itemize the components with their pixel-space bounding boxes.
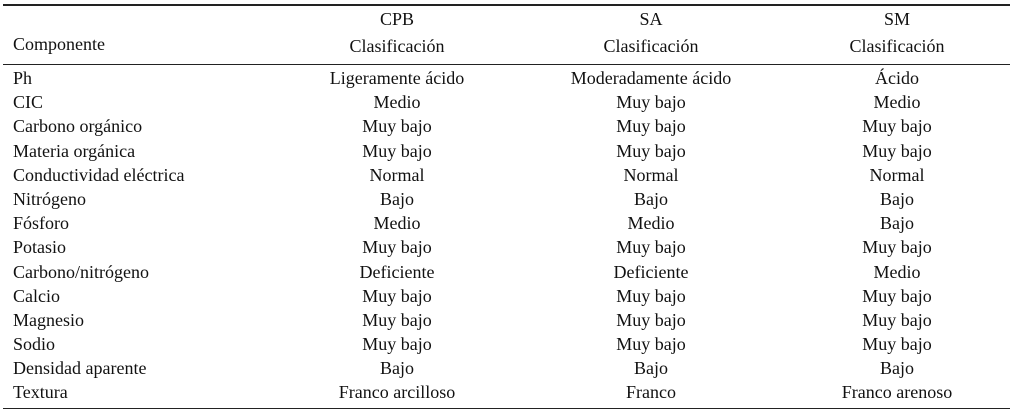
cell-cpb: Muy bajo	[362, 309, 432, 330]
cell-component: Potasio	[13, 237, 67, 258]
cell-cpb: Normal	[369, 164, 425, 185]
cell-sm: Muy bajo	[862, 309, 932, 330]
cell-cpb: Muy bajo	[362, 140, 432, 161]
cell-sm: Medio	[873, 92, 921, 113]
table-row: Calcio Muy bajo Muy bajo Muy bajo	[3, 284, 1010, 308]
cell-component: Fósforo	[13, 213, 70, 234]
cell-sa: Muy bajo	[616, 92, 686, 113]
cell-sm: Ácido	[875, 68, 919, 88]
table-header: Componente CPB Clasificación SA Clasific…	[3, 6, 1010, 64]
cell-component: Densidad aparente	[13, 358, 147, 379]
table-row: CIC Medio Muy bajo Medio	[3, 90, 1010, 114]
cell-sm: Bajo	[880, 358, 914, 379]
header-group-cpb: CPB	[379, 8, 415, 29]
cell-cpb: Franco arcilloso	[338, 382, 456, 403]
cell-component: Carbono orgánico	[13, 116, 143, 137]
cell-cpb: Muy bajo	[362, 116, 432, 137]
cell-sa: Bajo	[634, 188, 668, 209]
cell-sa: Muy bajo	[616, 116, 686, 137]
cell-sa: Muy bajo	[616, 237, 686, 258]
cell-component: Nitrógeno	[13, 188, 86, 209]
cell-sm: Muy bajo	[862, 334, 932, 355]
cell-cpb: Bajo	[380, 358, 414, 379]
table-row: Densidad aparente Bajo Bajo Bajo	[3, 356, 1010, 380]
cell-cpb: Bajo	[380, 188, 414, 209]
cell-component: Materia orgánica	[13, 140, 136, 161]
cell-cpb: Ligeramente ácido	[329, 68, 465, 88]
cell-component: Magnesio	[13, 309, 84, 330]
header-componente: Componente	[13, 33, 105, 54]
header-label-cpb: Clasificación	[349, 35, 445, 56]
table-row: Ph Ligeramente ácido Moderadamente ácido Ác…	[3, 66, 1010, 90]
cell-component: CIC	[13, 92, 44, 113]
cell-component: Conductividad eléctrica	[13, 164, 185, 185]
cell-sa: Medio	[627, 213, 675, 234]
cell-sa: Deficiente	[613, 261, 689, 282]
cell-sm: Muy bajo	[862, 285, 932, 306]
cell-cpb: Medio	[373, 92, 421, 113]
header-rule	[3, 63, 1010, 65]
table-row: Magnesio Muy bajo Muy bajo Muy bajo	[3, 308, 1010, 332]
table-row: Carbono orgánico Muy bajo Muy bajo Muy bajo	[3, 114, 1010, 138]
cell-sa: Franco	[626, 382, 676, 403]
cell-sm: Muy bajo	[862, 116, 932, 137]
header-label-sa: Clasificación	[603, 35, 699, 56]
cell-component: Calcio	[13, 285, 60, 306]
cell-cpb: Muy bajo	[362, 237, 432, 258]
cell-sa: Moderadamente ácido	[570, 68, 732, 88]
cell-sm: Bajo	[880, 188, 914, 209]
table-row: Fósforo Medio Medio Bajo	[3, 211, 1010, 235]
cell-sa: Normal	[623, 164, 679, 185]
cell-sm: Normal	[869, 164, 925, 185]
cell-component: Textura	[13, 382, 68, 403]
cell-sm: Medio	[873, 261, 921, 282]
table-row: Textura Franco arcilloso Franco Franco aren…	[3, 380, 1010, 404]
table-row: Nitrógeno Bajo Bajo Bajo	[3, 187, 1010, 211]
cell-sa: Muy bajo	[616, 140, 686, 161]
cell-sm: Franco arenoso	[841, 382, 953, 403]
cell-sm: Muy bajo	[862, 237, 932, 258]
cell-sm: Muy bajo	[862, 140, 932, 161]
header-group-sm: SM	[883, 8, 911, 29]
table-row: Conductividad eléctrica Normal Normal Norma…	[3, 163, 1010, 187]
table-row: Materia orgánica Muy bajo Muy bajo Muy bajo	[3, 139, 1010, 163]
cell-cpb: Deficiente	[359, 261, 435, 282]
header-group-sa: SA	[639, 8, 663, 29]
table-row: Sodio Muy bajo Muy bajo Muy bajo	[3, 332, 1010, 356]
cell-sm: Bajo	[880, 213, 914, 234]
cell-cpb: Muy bajo	[362, 285, 432, 306]
classification-table: Componente CPB Clasificación SA Clasific…	[3, 4, 1010, 409]
top-rule	[3, 4, 1010, 6]
header-label-sm: Clasificación	[849, 35, 945, 56]
cell-sa: Muy bajo	[616, 285, 686, 306]
cell-sa: Bajo	[634, 358, 668, 379]
cell-cpb: Medio	[373, 213, 421, 234]
cell-component: Carbono/nitrógeno	[13, 261, 149, 282]
cell-component: Sodio	[13, 334, 56, 355]
table-body: Ph Ligeramente ácido Moderadamente ácido Ác…	[3, 65, 1010, 408]
table-row: Potasio Muy bajo Muy bajo Muy bajo	[3, 235, 1010, 259]
cell-component: Ph	[13, 68, 33, 88]
table-row: Carbono/nitrógeno Deficiente Deficiente Med…	[3, 260, 1010, 284]
cell-sa: Muy bajo	[616, 309, 686, 330]
cell-cpb: Muy bajo	[362, 334, 432, 355]
cell-sa: Muy bajo	[616, 334, 686, 355]
